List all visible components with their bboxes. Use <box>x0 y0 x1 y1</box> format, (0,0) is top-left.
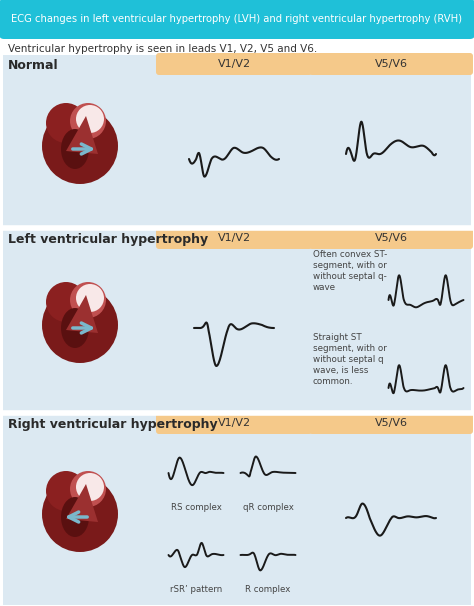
Text: Normal: Normal <box>8 59 59 72</box>
Circle shape <box>46 103 86 143</box>
FancyBboxPatch shape <box>0 0 474 39</box>
Text: V5/V6: V5/V6 <box>374 233 408 243</box>
Circle shape <box>70 103 106 139</box>
Text: R complex: R complex <box>246 585 291 594</box>
Text: V1/V2: V1/V2 <box>218 233 251 243</box>
Text: Ventricular hypertrophy is seen in leads V1, V2, V5 and V6.: Ventricular hypertrophy is seen in leads… <box>8 44 317 54</box>
Text: V5/V6: V5/V6 <box>374 418 408 428</box>
Circle shape <box>42 287 118 363</box>
FancyBboxPatch shape <box>156 227 312 249</box>
Ellipse shape <box>61 497 89 537</box>
Ellipse shape <box>61 308 89 348</box>
Circle shape <box>42 108 118 184</box>
Text: RS complex: RS complex <box>171 503 221 512</box>
Text: V1/V2: V1/V2 <box>218 418 251 428</box>
Circle shape <box>42 476 118 552</box>
Text: Right ventricular hypertrophy: Right ventricular hypertrophy <box>8 418 218 431</box>
FancyBboxPatch shape <box>156 412 312 434</box>
Polygon shape <box>66 116 98 154</box>
FancyBboxPatch shape <box>309 53 473 75</box>
Text: Often convex ST-
segment, with or
without septal q-
wave: Often convex ST- segment, with or withou… <box>313 250 387 292</box>
Circle shape <box>70 471 106 507</box>
Circle shape <box>76 284 104 312</box>
Ellipse shape <box>61 129 89 169</box>
FancyBboxPatch shape <box>3 55 471 227</box>
Circle shape <box>46 471 86 511</box>
Text: rSR’ pattern: rSR’ pattern <box>170 585 222 594</box>
Text: ECG changes in left ventricular hypertrophy (LVH) and right ventricular hypertro: ECG changes in left ventricular hypertro… <box>11 14 463 24</box>
Text: V1/V2: V1/V2 <box>218 59 251 69</box>
FancyBboxPatch shape <box>309 412 473 434</box>
Text: qR complex: qR complex <box>243 503 293 512</box>
FancyBboxPatch shape <box>3 229 471 412</box>
Text: Left ventricular hypertrophy: Left ventricular hypertrophy <box>8 233 208 246</box>
Circle shape <box>76 473 104 501</box>
Polygon shape <box>66 484 98 522</box>
FancyBboxPatch shape <box>3 414 471 605</box>
Text: Straight ST
segment, with or
without septal q
wave, is less
common.: Straight ST segment, with or without sep… <box>313 333 387 387</box>
Text: V5/V6: V5/V6 <box>374 59 408 69</box>
Circle shape <box>76 105 104 133</box>
FancyBboxPatch shape <box>156 53 312 75</box>
Polygon shape <box>66 295 98 333</box>
Circle shape <box>46 282 86 322</box>
FancyBboxPatch shape <box>309 227 473 249</box>
Circle shape <box>70 282 106 318</box>
